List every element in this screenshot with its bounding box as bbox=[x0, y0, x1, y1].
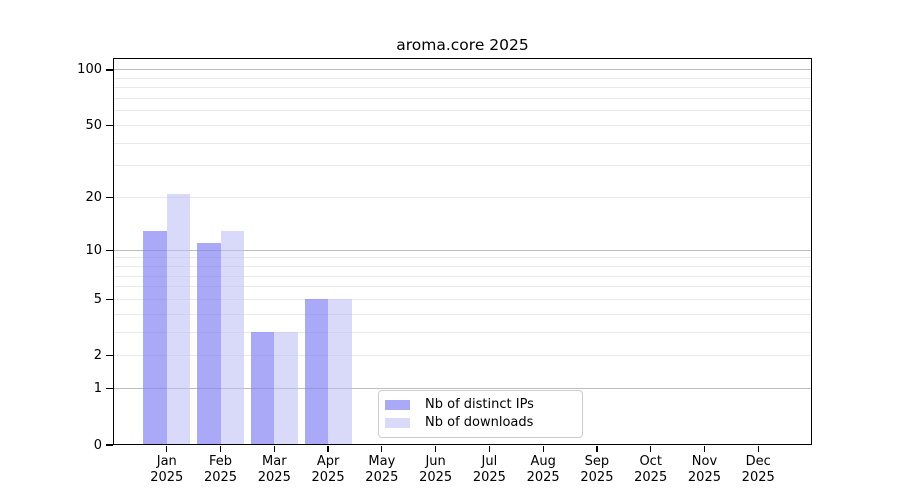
gridline-minor bbox=[114, 265, 811, 267]
y-tick-mark bbox=[106, 69, 113, 71]
x-tick-label-feb: Feb 2025 bbox=[203, 454, 238, 485]
gridline-minor bbox=[114, 257, 811, 259]
bar-distinct-ips-jan bbox=[143, 230, 167, 444]
legend-swatch-distinct-ips bbox=[385, 400, 410, 410]
x-tick-mark bbox=[703, 446, 706, 452]
x-tick-label-mar: Mar 2025 bbox=[257, 454, 291, 485]
legend-item-distinct-ips: Nb of distinct IPs bbox=[385, 398, 576, 412]
x-tick-label-apr: Apr 2025 bbox=[311, 454, 345, 485]
y-tick-label: 0 bbox=[93, 437, 102, 453]
x-tick-mark bbox=[166, 446, 168, 452]
x-tick-mark bbox=[757, 446, 759, 452]
gridline-minor bbox=[114, 286, 811, 288]
legend-label-distinct-ips: Nb of distinct IPs bbox=[425, 397, 534, 412]
x-tick-label-dec: Dec 2025 bbox=[741, 454, 775, 485]
legend: Nb of distinct IPs Nb of downloads bbox=[378, 390, 583, 438]
y-tick-mark bbox=[106, 444, 113, 446]
y-tick-label: 5 bbox=[93, 291, 102, 307]
y-tick-mark bbox=[106, 124, 113, 127]
x-tick-label-jun: Jun 2025 bbox=[419, 454, 453, 485]
legend-item-downloads: Nb of downloads bbox=[385, 416, 576, 430]
bar-distinct-ips-feb bbox=[197, 243, 221, 444]
x-tick-label-nov: Nov 2025 bbox=[687, 454, 721, 485]
gridline-major bbox=[114, 388, 811, 390]
y-tick-mark bbox=[106, 355, 113, 357]
x-tick-mark bbox=[327, 446, 329, 452]
x-tick-mark bbox=[488, 446, 491, 452]
x-tick-label-aug: Aug 2025 bbox=[526, 454, 560, 485]
y-tick-mark bbox=[106, 388, 113, 390]
y-tick-mark bbox=[106, 196, 113, 199]
gridline-minor bbox=[114, 142, 811, 144]
bar-downloads-mar bbox=[274, 332, 298, 444]
y-tick-label: 2 bbox=[93, 348, 102, 364]
bar-distinct-ips-apr bbox=[304, 299, 329, 444]
gridline-minor bbox=[114, 197, 811, 199]
gridline-minor bbox=[114, 125, 811, 126]
gridline-minor bbox=[114, 77, 811, 79]
bar-downloads-apr bbox=[328, 299, 352, 444]
gridline-minor bbox=[114, 355, 811, 357]
chart-title: aroma.core 2025 bbox=[396, 36, 529, 54]
x-tick-label-oct: Oct 2025 bbox=[634, 454, 668, 485]
y-tick-label: 10 bbox=[85, 242, 102, 258]
bar-distinct-ips-mar bbox=[250, 332, 275, 444]
y-tick-label: 50 bbox=[85, 118, 102, 133]
gridline-minor bbox=[114, 87, 811, 89]
x-tick-mark bbox=[596, 446, 598, 452]
x-tick-label-may: May 2025 bbox=[365, 454, 399, 485]
y-tick-label: 1 bbox=[93, 381, 102, 397]
gridline-minor bbox=[114, 98, 811, 100]
x-tick-mark bbox=[219, 446, 222, 452]
y-tick-label: 20 bbox=[85, 190, 102, 206]
gridline-minor bbox=[114, 110, 811, 112]
x-tick-label-jul: Jul 2025 bbox=[472, 454, 506, 485]
legend-label-downloads: Nb of downloads bbox=[425, 415, 534, 430]
bar-downloads-feb bbox=[220, 230, 245, 444]
y-tick-mark bbox=[106, 249, 113, 251]
gridline-major bbox=[114, 249, 811, 251]
y-tick-mark bbox=[106, 298, 113, 301]
x-tick-label-sep: Sep 2025 bbox=[580, 454, 614, 485]
gridline-minor bbox=[114, 275, 811, 277]
bar-downloads-jan bbox=[166, 193, 191, 444]
x-tick-mark bbox=[381, 446, 383, 452]
x-tick-label-jan: Jan 2025 bbox=[150, 454, 184, 485]
gridline-minor bbox=[114, 331, 811, 333]
y-tick-label: 100 bbox=[77, 62, 102, 78]
gridline-major bbox=[114, 69, 811, 71]
legend-swatch-downloads bbox=[385, 418, 410, 428]
x-tick-mark bbox=[542, 446, 544, 452]
gridline-minor bbox=[114, 165, 811, 167]
x-tick-mark bbox=[650, 446, 652, 452]
x-tick-mark bbox=[434, 446, 437, 452]
gridline-minor bbox=[114, 298, 811, 300]
plot-border bbox=[113, 58, 812, 445]
gridline-minor bbox=[114, 313, 811, 315]
x-tick-mark bbox=[273, 446, 275, 452]
